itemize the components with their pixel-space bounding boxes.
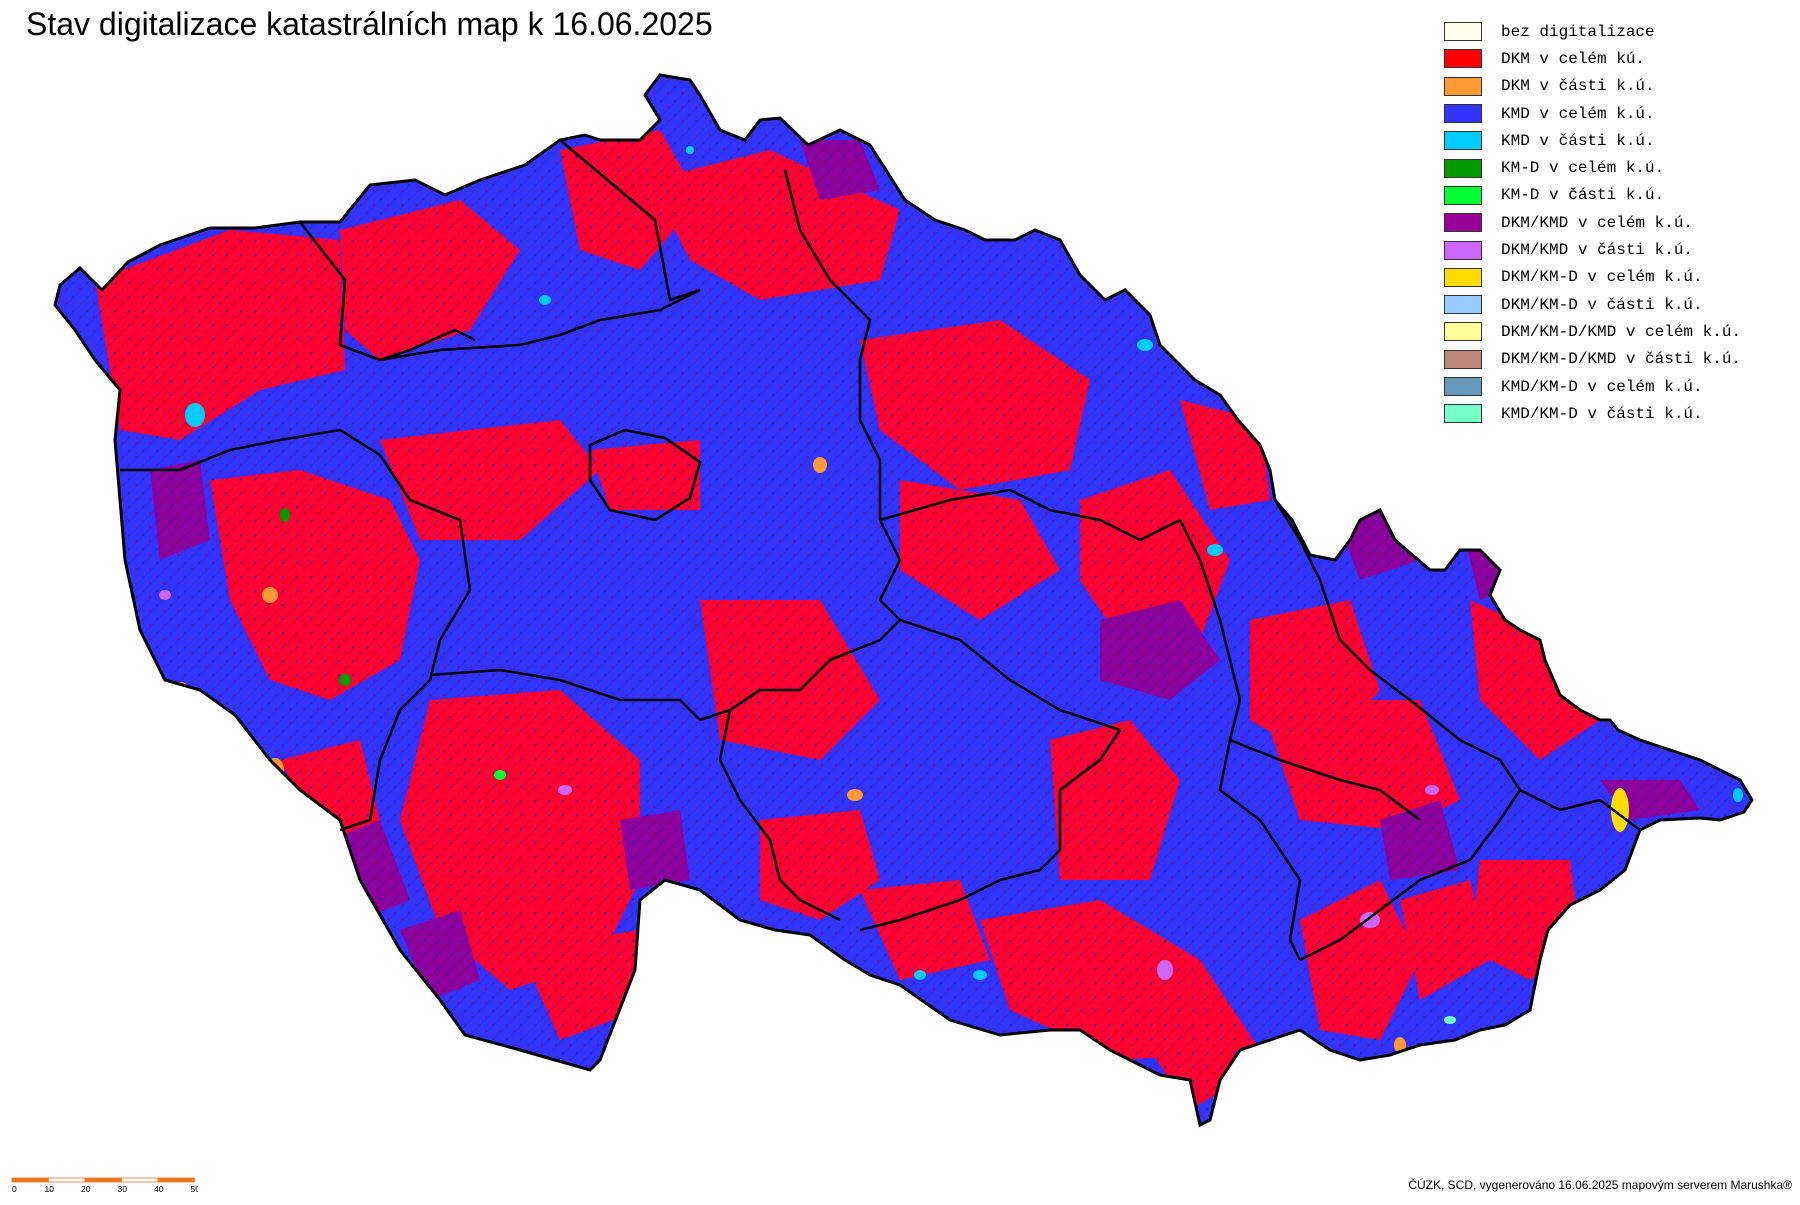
legend-item-kmd2-cele: KM-D v celém k.ú.	[1444, 154, 1784, 181]
legend-label: KMD v části k.ú.	[1501, 131, 1655, 150]
legend-item-kmd-cast: KMD v části k.ú.	[1444, 127, 1784, 154]
legend-item-dkm-kmd2-kmd-cele: DKM/KM-D/KMD v celém k.ú.	[1444, 318, 1784, 345]
legend-label: DKM/KM-D/KMD v celém k.ú.	[1501, 322, 1742, 341]
scale-tick-label: 40	[154, 1184, 164, 1194]
legend-item-dkm-kmd-cast: DKM/KMD v části k.ú.	[1444, 236, 1784, 263]
legend-label: KMD/KM-D v části k.ú.	[1501, 404, 1703, 423]
legend-item-kmd2-cast: KM-D v části k.ú.	[1444, 182, 1784, 209]
legend-item-kmd-kmd2-cele: KMD/KM-D v celém k.ú.	[1444, 373, 1784, 400]
legend-swatch	[1444, 349, 1482, 369]
legend-swatch	[1444, 49, 1482, 69]
legend-swatch	[1444, 131, 1482, 151]
scale-tick-label: 50 km	[191, 1184, 199, 1194]
legend-swatch	[1444, 104, 1482, 124]
legend-swatch	[1444, 22, 1482, 42]
legend-swatch	[1444, 213, 1482, 233]
legend-swatch	[1444, 240, 1482, 260]
legend-item-kmd-kmd2-cast: KMD/KM-D v části k.ú.	[1444, 400, 1784, 427]
legend-label: bez digitalizace	[1501, 22, 1655, 41]
legend-label: DKM/KMD v části k.ú.	[1501, 241, 1694, 260]
scale-segment	[157, 1177, 195, 1183]
legend-item-kmd-cele: KMD v celém k.ú.	[1444, 100, 1784, 127]
scale-tick-label: 0	[12, 1184, 17, 1194]
legend-label: DKM/KM-D/KMD v části k.ú.	[1501, 350, 1742, 369]
scale-segments	[11, 1177, 195, 1183]
legend-swatch	[1444, 76, 1482, 96]
map-title: Stav digitalizace katastrálních map k 16…	[26, 6, 713, 42]
scale-segment	[11, 1177, 49, 1183]
legend-item-dkm-kmd2-cast: DKM/KM-D v části k.ú.	[1444, 291, 1784, 318]
legend-label: KM-D v celém k.ú.	[1501, 159, 1665, 178]
legend-item-bez-digitalizace: bez digitalizace	[1444, 18, 1784, 45]
credits: ČÚZK, SCD, vygenerováno 16.06.2025 mapov…	[1408, 1178, 1792, 1192]
legend-swatch	[1444, 185, 1482, 205]
legend-label: KM-D v části k.ú.	[1501, 186, 1665, 205]
region-boundaries	[120, 139, 1641, 962]
scale-bar: 0 10 20 30 40 50 km	[8, 1176, 214, 1196]
legend-swatch	[1444, 404, 1482, 424]
legend-item-dkm-cele: DKM v celém kú.	[1444, 45, 1784, 72]
legend-item-dkm-kmd2-kmd-cast: DKM/KM-D/KMD v části k.ú.	[1444, 346, 1784, 373]
scale-segment	[48, 1177, 86, 1183]
legend-swatch	[1444, 295, 1482, 315]
scale-tick-label: 30	[118, 1184, 128, 1194]
scale-tick-label: 20	[81, 1184, 91, 1194]
legend-label: DKM/KM-D v části k.ú.	[1501, 295, 1703, 314]
legend-label: KMD/KM-D v celém k.ú.	[1501, 377, 1703, 396]
legend-swatch	[1444, 267, 1482, 287]
scale-segment	[84, 1177, 122, 1183]
legend: bez digitalizace DKM v celém kú. DKM v č…	[1444, 18, 1784, 427]
scale-segment	[121, 1177, 159, 1183]
scale-tick-label: 10	[45, 1184, 55, 1194]
legend-item-dkm-cast: DKM v části k.ú.	[1444, 73, 1784, 100]
legend-item-dkm-kmd2-cele: DKM/KM-D v celém k.ú.	[1444, 264, 1784, 291]
legend-swatch	[1444, 158, 1482, 178]
legend-label: DKM/KMD v celém k.ú.	[1501, 213, 1694, 232]
legend-label: KMD v celém k.ú.	[1501, 104, 1655, 123]
legend-swatch	[1444, 322, 1482, 342]
legend-label: DKM v části k.ú.	[1501, 77, 1655, 96]
legend-item-dkm-kmd-cele: DKM/KMD v celém k.ú.	[1444, 209, 1784, 236]
legend-swatch	[1444, 377, 1482, 396]
legend-label: DKM v celém kú.	[1501, 49, 1646, 68]
legend-label: DKM/KM-D v celém k.ú.	[1501, 268, 1703, 287]
scale-tick-labels: 0 10 20 30 40 50 km	[12, 1184, 214, 1194]
